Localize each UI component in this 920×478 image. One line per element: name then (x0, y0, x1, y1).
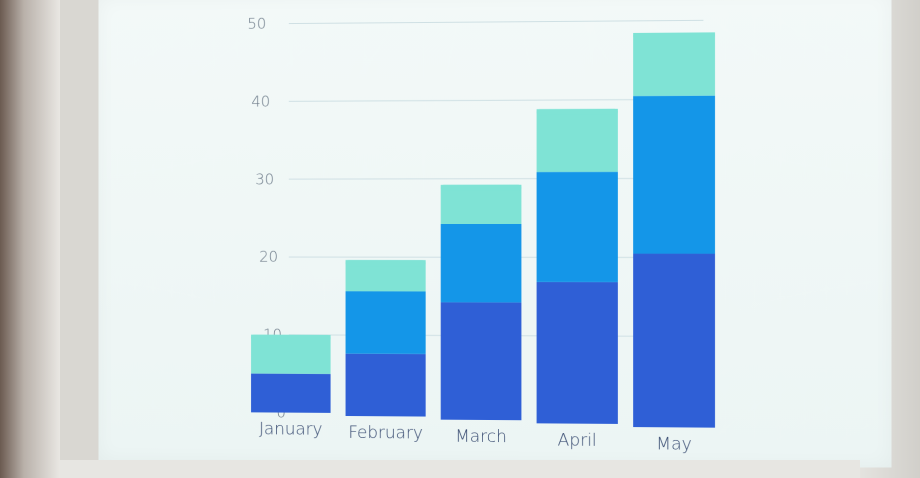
x-axis-labels: January February March April May (259, 418, 692, 453)
x-tick-label: May (656, 433, 692, 454)
bar-cap (441, 185, 522, 191)
device-bezel-left (0, 0, 60, 478)
device-bezel-bottom (60, 460, 860, 478)
y-tick-label: 20 (259, 248, 278, 266)
bar-segment (441, 302, 522, 420)
x-tick-label: March (455, 426, 507, 447)
bar-segment (251, 374, 331, 413)
bar-segment (346, 291, 426, 354)
x-tick-label: January (259, 418, 322, 438)
bar-cap (633, 32, 715, 39)
x-tick-label: April (558, 429, 597, 450)
bar-segment (537, 282, 618, 424)
bar-segment (537, 172, 618, 282)
bar-cap (346, 260, 426, 266)
bar-segment (633, 96, 715, 254)
gridline (289, 20, 704, 23)
bar-cap (537, 109, 618, 115)
bar-segment (537, 109, 618, 172)
bar-segment (441, 224, 522, 302)
x-tick-label: February (348, 422, 423, 443)
bars (251, 32, 715, 427)
bar-cap (251, 335, 331, 341)
stacked-bar-chart: 01020304050 JanuaryFebruaryMarchAprilMay (98, 0, 891, 468)
y-tick-label: 50 (247, 15, 266, 33)
y-tick-label: 40 (251, 92, 270, 110)
y-tick-label: 30 (255, 170, 274, 188)
bar-segment (346, 354, 426, 417)
bar-segment (633, 254, 715, 428)
bar-segment (633, 32, 715, 96)
tablet-screen: 01020304050 JanuaryFebruaryMarchAprilMay (98, 0, 891, 468)
